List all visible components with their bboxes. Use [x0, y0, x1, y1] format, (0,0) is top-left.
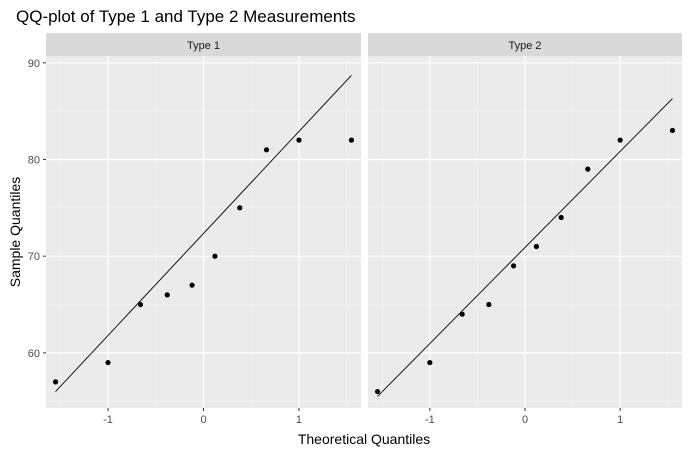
data-point — [164, 292, 170, 298]
data-point — [533, 243, 540, 250]
data-point — [212, 253, 218, 259]
data-point — [510, 263, 517, 269]
strip-label: Type 2 — [508, 40, 541, 52]
data-point — [296, 137, 302, 143]
qq-reference-line — [377, 98, 673, 397]
data-point — [189, 282, 195, 288]
data-point — [52, 379, 59, 385]
x-tick-label: 0 — [522, 414, 528, 426]
data-point — [263, 147, 270, 153]
facet-panel: Type 1 -1 0 1 — [46, 33, 361, 426]
x-tick-label: 0 — [200, 414, 206, 426]
y-tick-label: 60 — [28, 348, 40, 360]
qq-reference-line — [55, 75, 352, 392]
data-point — [348, 137, 355, 143]
data-point — [105, 359, 111, 366]
panels-layer: Type 1 -1 0 1 Type 2 -1 0 1 60 70 80 90 — [28, 33, 682, 426]
data-point — [237, 205, 243, 211]
x-tick-label: -1 — [103, 414, 113, 426]
data-point — [427, 359, 433, 366]
strip-background — [368, 33, 682, 56]
x-tick-label: 1 — [617, 414, 623, 426]
y-tick-label: 70 — [28, 251, 40, 263]
data-point — [374, 388, 381, 395]
data-point — [137, 301, 144, 308]
data-point — [558, 214, 564, 221]
strip-background — [46, 33, 361, 56]
data-point — [459, 311, 465, 317]
chart-title: QQ-plot of Type 1 and Type 2 Measurement… — [16, 7, 356, 26]
data-point — [617, 137, 623, 143]
data-point — [585, 166, 591, 172]
y-axis-title: Sample Quantiles — [7, 177, 23, 288]
data-point — [669, 127, 676, 134]
strip-label: Type 1 — [187, 40, 220, 52]
y-tick-label: 90 — [28, 58, 40, 70]
x-tick-label: 1 — [296, 414, 302, 426]
x-axis-title: Theoretical Quantiles — [298, 431, 430, 447]
y-tick-label: 80 — [28, 154, 40, 166]
data-point — [486, 301, 492, 308]
x-tick-label: -1 — [425, 414, 435, 426]
facet-panel: Type 2 -1 0 1 — [368, 33, 682, 426]
